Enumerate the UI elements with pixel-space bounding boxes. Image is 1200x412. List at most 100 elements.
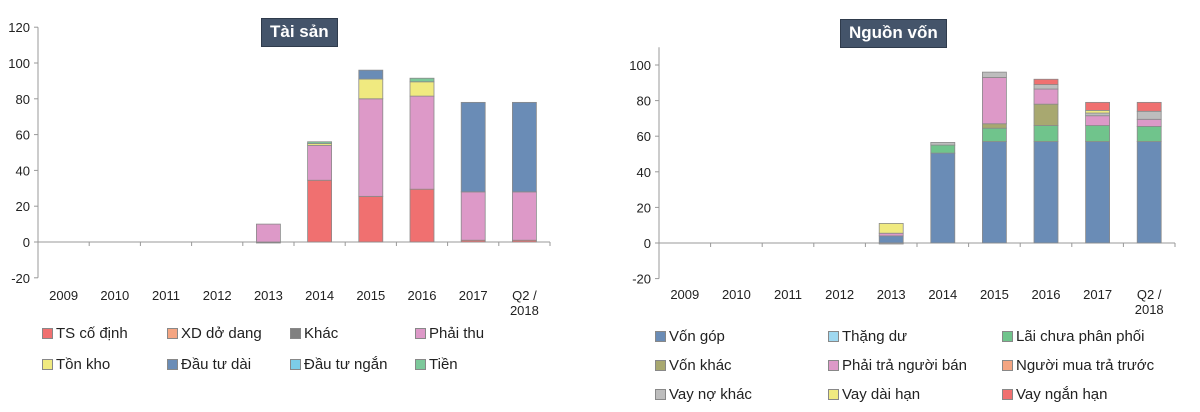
legend-item: Vay ngắn hạn <box>1002 386 1107 403</box>
bar-segment-phải-trả-người-bán <box>1033 88 1059 105</box>
chart-title: Nguồn vốn <box>840 19 947 48</box>
bar-segment-vay-dài-hạn <box>1085 109 1111 114</box>
bar-segment-phải-trả-người-bán <box>1085 115 1111 126</box>
legend-swatch-icon <box>655 331 666 342</box>
legend-swatch-icon <box>42 359 53 370</box>
legend-swatch-icon <box>167 328 178 339</box>
x-tick-label: 2009 <box>670 287 699 302</box>
bar-segment-vay-nợ-khác <box>1033 84 1059 90</box>
legend-item: Khác <box>290 325 338 342</box>
legend-item: Người mua trả trước <box>1002 357 1154 374</box>
bar-segment-phải-thu <box>512 191 537 241</box>
legend-label: Vay ngắn hạn <box>1016 386 1108 403</box>
legend-label: Khác <box>304 325 339 342</box>
capital-chart: -20 0 20 40 60 80 100 2009 2010 2011 2012 2013 2014 2… <box>629 47 1176 317</box>
y-tick-label: 100 <box>629 58 651 73</box>
x-tick-label: 2010 <box>100 288 129 303</box>
bar-segment-tiền <box>307 141 333 144</box>
y-tick-label: 60 <box>637 129 651 144</box>
legend-label: TS cố định <box>56 325 128 342</box>
legend-label: Đầu tư dài <box>181 356 252 373</box>
legend-label: Tiền <box>429 356 458 373</box>
legend-item: Vay dài hạn <box>828 386 920 403</box>
x-tick-label: 2011 <box>774 287 802 302</box>
legend-label: Vay dài hạn <box>842 386 921 403</box>
x-tick-label: 2017 <box>1083 287 1112 302</box>
legend-item: Đầu tư ngắn <box>290 356 387 373</box>
legend-swatch-icon <box>167 359 178 370</box>
legend-item: Thặng dư <box>828 328 907 345</box>
legend-label: Phải thu <box>429 325 485 342</box>
bar-segment-vốn-góp <box>1136 141 1162 244</box>
legend-swatch-icon <box>828 360 839 371</box>
x-tick-label: 2009 <box>49 288 78 303</box>
bar-segment-đầu-tư-dài <box>460 101 486 193</box>
bar-segment-phải-trả-người-bán <box>878 232 904 237</box>
x-tick-label: 2016 <box>408 288 437 303</box>
legend-swatch-icon <box>1002 360 1013 371</box>
bar-segment-vốn-góp <box>981 141 1007 244</box>
legend-item: Tồn kho <box>42 356 110 373</box>
x-tick-label: 2011 <box>152 288 180 303</box>
bar-segment-vay-nợ-khác <box>930 142 956 146</box>
bar-segment-vốn-góp <box>878 235 904 244</box>
x-tick-label: 2016 <box>1032 287 1061 302</box>
x-tick-label: 2014 <box>305 288 334 303</box>
bar-segment-vốn-góp <box>930 152 956 244</box>
legend-item: XD dở dang <box>167 325 262 342</box>
bar-segment-vay-ngắn-hạn <box>1085 101 1111 111</box>
y-tick-label: 80 <box>637 94 651 109</box>
bar-segment-phải-trả-người-bán <box>1136 118 1162 127</box>
x-tick-label: 2010 <box>722 287 751 302</box>
y-tick-label: 20 <box>16 199 30 214</box>
x-tick-label: Q2 /2018 <box>510 288 539 318</box>
bar-segment-vay-nợ-khác <box>981 71 1007 78</box>
legend-item: Lãi chưa phân phối <box>1002 328 1144 345</box>
legend-label: Lãi chưa phân phối <box>1016 328 1145 345</box>
legend-item: TS cố định <box>42 325 128 342</box>
bar-segment-phải-thu <box>409 95 435 190</box>
x-tick-label: 2012 <box>203 288 232 303</box>
x-tick-label: 2013 <box>877 287 906 302</box>
legend-label: Tồn kho <box>56 356 111 373</box>
bar-segment-vay-dài-hạn <box>878 223 904 234</box>
bar-segment-phải-trả-người-bán <box>981 77 1007 125</box>
chart-title: Tài sản <box>261 18 338 47</box>
x-tick-label: 2014 <box>928 287 957 302</box>
y-tick-label: 100 <box>8 56 30 71</box>
legend-label: Người mua trả trước <box>1016 357 1155 374</box>
y-tick-label: 20 <box>637 200 651 215</box>
legend-item: Vay nợ khác <box>655 386 752 403</box>
legend-label: Vốn khác <box>669 357 732 374</box>
bar-segment-vốn-góp <box>1033 141 1059 244</box>
y-tick-label: 40 <box>637 165 651 180</box>
capital-chart-panel: -20 0 20 40 60 80 100 2009 2010 2011 2012 2013 2014 2… <box>600 0 1200 412</box>
bar-segment-vay-ngắn-hạn <box>1033 78 1059 85</box>
bar-segment-đầu-tư-dài <box>512 101 537 193</box>
legend-swatch-icon <box>655 389 666 400</box>
legend-swatch-icon <box>828 331 839 342</box>
bar-segment-ts-cố-định <box>409 188 435 243</box>
x-tick-label: 2013 <box>254 288 283 303</box>
bar-segment-lãi-chưa-phân-phối <box>930 144 956 154</box>
bar-segment-tồn-kho <box>358 78 384 100</box>
bar-segment-tiền <box>409 77 435 83</box>
legend-label: Vay nợ khác <box>669 386 752 403</box>
legend-swatch-icon <box>42 328 53 339</box>
legend-item: Vốn khác <box>655 357 732 374</box>
bar-segment-lãi-chưa-phân-phối <box>1085 125 1111 142</box>
y-tick-label: 80 <box>16 92 30 107</box>
x-tick-label: 2015 <box>980 287 1009 302</box>
legend-label: Vốn góp <box>669 328 725 345</box>
legend-swatch-icon <box>415 328 426 339</box>
legend-item: Phải trả người bán <box>828 357 967 374</box>
bar-segment-vay-nợ-khác <box>1136 110 1162 120</box>
bar-segment-vốn-khác <box>1033 103 1059 126</box>
bar-segment-tồn-kho <box>409 81 435 97</box>
bar-segment-đầu-tư-dài <box>358 69 384 80</box>
y-tick-label: -20 <box>632 272 651 287</box>
x-tick-label: Q2 /2018 <box>1135 287 1164 317</box>
x-tick-label: 2012 <box>825 287 854 302</box>
y-tick-label: 60 <box>16 128 30 143</box>
legend-label: Thặng dư <box>842 328 908 345</box>
